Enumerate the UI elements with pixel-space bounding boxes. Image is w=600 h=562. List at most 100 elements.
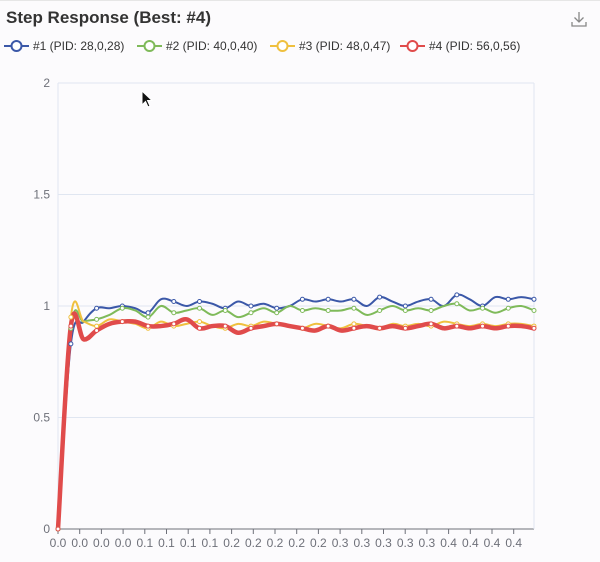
legend-marker-3	[270, 40, 295, 52]
legend-label-4: #4 (PID: 56,0,56)	[429, 39, 521, 53]
series-line-1	[57, 293, 535, 530]
x-tick-label-6: 0.1	[180, 536, 197, 550]
legend-item-3[interactable]: #3 (PID: 48,0,47)	[270, 36, 390, 56]
x-tick-label-19: 0.4	[462, 536, 479, 550]
x-tick-label-5: 0.1	[158, 536, 175, 550]
series-2-point-35	[505, 305, 511, 311]
x-tick-label-0: 0.0	[50, 536, 67, 550]
series-4-point-13	[222, 323, 228, 329]
series-3-point-23	[351, 321, 357, 327]
series-2-point-31	[454, 301, 460, 307]
y-tick-label-3: 1.5	[33, 188, 50, 202]
legend-marker-1	[4, 40, 29, 52]
series-2-point-13	[222, 307, 228, 313]
mouse-cursor-icon	[141, 90, 154, 108]
legend-label-3: #3 (PID: 48,0,47)	[299, 39, 391, 53]
series-1-point-3	[94, 305, 100, 311]
y-tick-label-4: 2	[43, 76, 50, 90]
x-tick-label-10: 0.2	[267, 536, 284, 550]
x-tick-label-11: 0.2	[288, 536, 305, 550]
series-1-point-15	[248, 303, 254, 309]
series-1-point-25	[377, 294, 383, 300]
series-1-point-1	[68, 341, 74, 347]
x-tick-label-21: 0.4	[505, 536, 522, 550]
series-2-point-33	[480, 305, 486, 311]
legend-label-2: #2 (PID: 40,0,40)	[166, 39, 258, 53]
x-tick-label-2: 0.0	[93, 536, 110, 550]
series-4-point-7	[145, 323, 151, 329]
series-2-point-29	[428, 307, 434, 313]
series-4-point-17	[274, 321, 280, 327]
series-2-point-23	[351, 305, 357, 311]
series-2-point-7	[145, 314, 151, 320]
series-4-point-15	[248, 325, 254, 331]
series-1-point-19	[299, 296, 305, 302]
series-4-point-11	[197, 325, 203, 331]
series-4-point-1	[68, 323, 74, 329]
series-4-point-9	[171, 321, 177, 327]
series-2-point-27	[402, 307, 408, 313]
series-4-point-33	[480, 323, 486, 329]
series-2-point-37	[531, 307, 537, 313]
legend-item-2[interactable]: #2 (PID: 40,0,40)	[137, 36, 257, 56]
x-tick-label-7: 0.1	[202, 536, 219, 550]
series-line-4	[55, 311, 537, 532]
series-1-point-7	[145, 310, 151, 316]
series-line-3	[57, 300, 535, 530]
series-line-2	[57, 302, 535, 530]
legend-item-1[interactable]: #1 (PID: 28,0,28)	[4, 36, 124, 56]
series-4-point-29	[428, 321, 434, 327]
legend-item-4[interactable]: #4 (PID: 56,0,56)	[400, 36, 520, 56]
series-2-point-3	[94, 316, 100, 322]
series-2-point-17	[274, 310, 280, 316]
series-1-point-29	[428, 296, 434, 302]
series-4-point-37	[531, 325, 537, 331]
x-tick-label-17: 0.3	[419, 536, 436, 550]
series-3-point-11	[197, 319, 203, 325]
y-tick-label-1: 0.5	[33, 411, 50, 425]
series-1-point-35	[505, 296, 511, 302]
series-4-point-25	[377, 325, 383, 331]
series-4-point-19	[299, 325, 305, 331]
legend-marker-2	[137, 40, 162, 52]
series-4-point-3	[94, 328, 100, 334]
series-4-point-27	[402, 325, 408, 331]
x-tick-label-12: 0.2	[310, 536, 327, 550]
series-1-point-17	[274, 305, 280, 311]
x-tick-label-9: 0.2	[245, 536, 262, 550]
series-4-point-31	[454, 323, 460, 329]
series-1-point-37	[531, 296, 537, 302]
download-button[interactable]	[570, 10, 588, 28]
x-tick-label-8: 0.2	[223, 536, 240, 550]
series-2-point-15	[248, 310, 254, 316]
chart-title: Step Response (Best: #4)	[6, 8, 211, 27]
x-tick-label-16: 0.3	[397, 536, 414, 550]
series-1-point-23	[351, 296, 357, 302]
series-4-point-35	[505, 323, 511, 329]
series-1-point-11	[197, 299, 203, 305]
legend-label-1: #1 (PID: 28,0,28)	[33, 39, 125, 53]
y-tick-label-2: 1	[43, 299, 50, 313]
series-2-point-11	[197, 305, 203, 311]
series-2-point-5	[119, 305, 125, 311]
y-tick-label-0: 0	[43, 522, 50, 536]
series-1-point-21	[325, 296, 331, 302]
series-2-point-19	[299, 307, 305, 313]
legend-marker-4	[400, 40, 425, 52]
x-tick-label-4: 0.1	[136, 536, 153, 550]
series-2-point-21	[325, 307, 331, 313]
x-tick-label-1: 0.0	[71, 536, 88, 550]
x-tick-label-20: 0.4	[484, 536, 501, 550]
series-4-point-21	[325, 323, 331, 329]
download-icon	[571, 12, 587, 27]
series-4-point-5	[119, 319, 125, 325]
series-1-point-27	[402, 303, 408, 309]
x-tick-label-14: 0.3	[353, 536, 370, 550]
x-tick-label-15: 0.3	[375, 536, 392, 550]
x-tick-label-13: 0.3	[332, 536, 349, 550]
series-4-point-0	[55, 526, 61, 532]
top-divider	[0, 0, 600, 1]
series-2-point-9	[171, 310, 177, 316]
series-4-point-23	[351, 325, 357, 331]
series-2-point-25	[377, 307, 383, 313]
